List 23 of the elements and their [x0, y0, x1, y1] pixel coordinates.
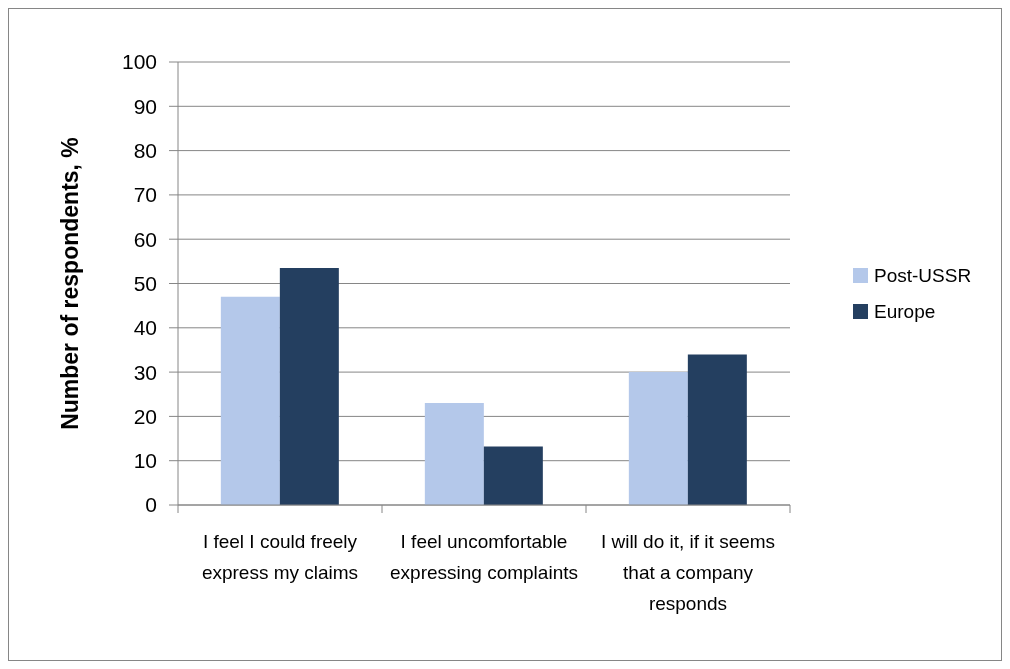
- y-tick-label: 70: [133, 183, 157, 207]
- bar: [628, 372, 688, 505]
- bar: [483, 446, 543, 505]
- y-tick-label: 90: [133, 94, 157, 118]
- bar: [687, 354, 747, 505]
- x-tick-label: I will do it, if it seems that a company responds: [600, 531, 776, 615]
- bar: [279, 268, 339, 505]
- x-tick-label: I feel uncomfortable expressing complaints: [390, 531, 578, 584]
- y-tick-label: 80: [133, 139, 157, 163]
- y-tick-label: 100: [121, 50, 157, 74]
- y-tick-label: 40: [133, 316, 157, 340]
- y-tick-label: 50: [133, 271, 157, 295]
- y-tick-label: 60: [133, 227, 157, 251]
- x-tick-label: I feel I could freely express my claims: [201, 531, 359, 584]
- legend-label: Post-USSR: [874, 264, 972, 287]
- y-axis-title: Number of respondents, %: [57, 137, 83, 430]
- y-tick-label: 30: [133, 360, 157, 384]
- y-tick-label: 0: [145, 493, 157, 517]
- bar: [424, 403, 484, 505]
- y-tick-label: 10: [133, 449, 157, 473]
- legend-label: Europe: [874, 300, 936, 323]
- bar: [220, 296, 280, 505]
- y-tick-label: 20: [133, 404, 157, 428]
